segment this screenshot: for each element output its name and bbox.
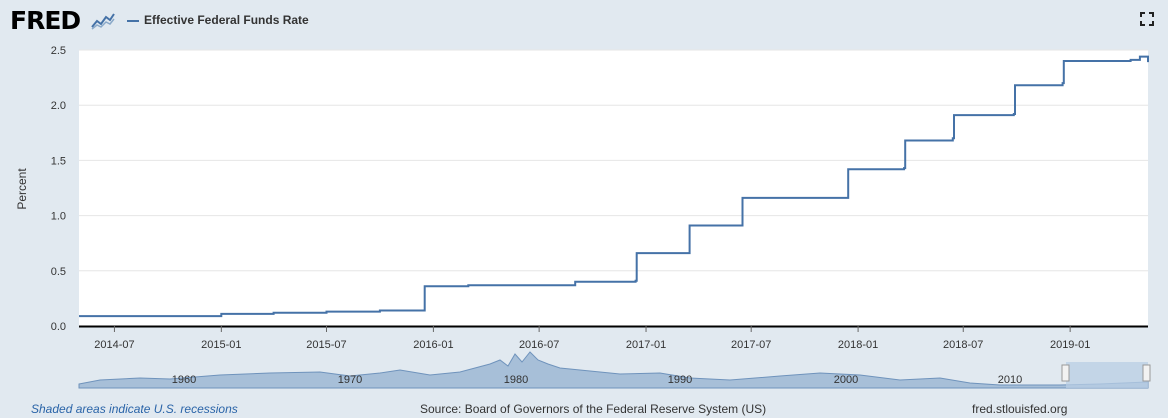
- navigator-tick-label: 2000: [834, 374, 858, 386]
- plot-background: [79, 50, 1148, 326]
- y-tick-label: 1.5: [51, 155, 66, 167]
- source-text: Source: Board of Governors of the Federa…: [420, 402, 767, 416]
- fred-logo[interactable]: FRED: [10, 6, 81, 35]
- x-axis: 2014-07 2015-01 2015-07 2016-01 2016-07 2017-…: [94, 326, 1090, 351]
- navigator-tick-label: 2010: [998, 374, 1022, 386]
- navigator-tick-label: 1970: [338, 374, 362, 386]
- recession-note-link[interactable]: Shaded areas indicate U.S. recessions: [31, 402, 238, 416]
- series-line-effective-federal-funds-rate[interactable]: [79, 55, 1149, 318]
- navigator-tick-label: 1990: [668, 374, 692, 386]
- y-tick-label: 0.0: [51, 321, 66, 333]
- navigator-handle-right[interactable]: [1142, 364, 1151, 382]
- navigator-selection[interactable]: [1066, 362, 1148, 388]
- navigator-tick-label: 1960: [172, 374, 196, 386]
- y-axis: 0.0 0.5 1.0 1.5 2.0 2.5: [51, 45, 66, 333]
- y-tick-label: 2.5: [51, 45, 66, 57]
- chart-header: FRED Effective Federal Funds Rate: [0, 0, 1168, 42]
- fullscreen-icon[interactable]: [1140, 12, 1154, 26]
- y-tick-label: 0.5: [51, 266, 66, 278]
- navigator-tick-label: 1980: [504, 374, 528, 386]
- y-tick-label: 1.0: [51, 211, 66, 223]
- grid-lines: [79, 49, 1148, 272]
- y-axis-title: Percent: [15, 168, 29, 210]
- site-link[interactable]: fred.stlouisfed.org: [972, 402, 1068, 416]
- fred-graph-icon: [90, 11, 116, 31]
- navigator-series: [78, 351, 1149, 389]
- navigator-axis: 1960 1970 1980 1990 2000 2010: [172, 374, 1022, 386]
- chart-area: 0.0 0.5 1.0 1.5 2.0 2.5 Percent 2014-07 2015-0…: [15, 45, 1151, 389]
- legend-swatch: [127, 20, 139, 22]
- legend-label: Effective Federal Funds Rate: [144, 13, 309, 27]
- y-tick-label: 2.0: [51, 100, 66, 112]
- navigator-handle-left[interactable]: [1061, 364, 1070, 382]
